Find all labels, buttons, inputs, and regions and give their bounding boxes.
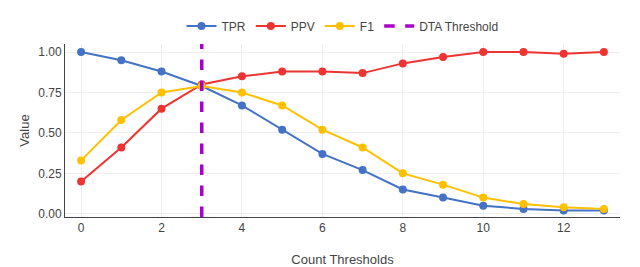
svg-text:DTA Threshold: DTA Threshold [419,20,498,34]
svg-text:0: 0 [78,221,85,235]
svg-text:F1: F1 [360,20,374,34]
svg-text:PPV: PPV [291,20,315,34]
svg-text:12: 12 [557,221,571,235]
svg-text:4: 4 [239,221,246,235]
svg-text:8: 8 [399,221,406,235]
svg-text:1.00: 1.00 [38,45,62,59]
svg-text:2: 2 [158,221,165,235]
svg-text:6: 6 [319,221,326,235]
svg-text:0.50: 0.50 [38,126,62,140]
svg-text:TPR: TPR [222,20,246,34]
svg-text:10: 10 [477,221,491,235]
svg-text:Value: Value [17,114,32,146]
svg-text:0.00: 0.00 [38,207,62,221]
svg-text:0.75: 0.75 [38,86,62,100]
svg-text:0.25: 0.25 [38,167,62,181]
svg-text:Count Thresholds: Count Thresholds [291,252,394,267]
